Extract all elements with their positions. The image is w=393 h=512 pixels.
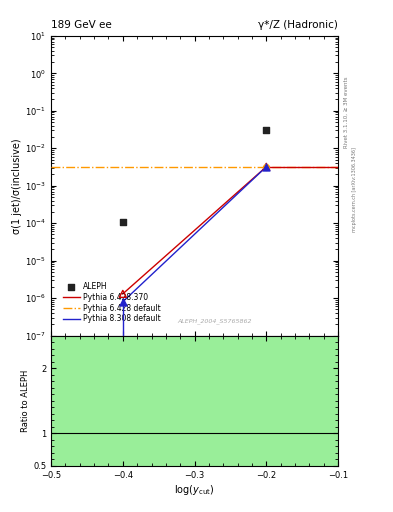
ALEPH (263, 126, 270, 135)
Point (263, 163, 270, 171)
Point (263, 163, 270, 171)
Pythia 6.428.370 (336, 164, 340, 170)
Point (119, 297, 126, 306)
Point (263, 163, 270, 171)
Text: 189 GeV ee: 189 GeV ee (51, 20, 112, 30)
Point (119, 290, 126, 298)
X-axis label: log($y_\mathregular{cut}$): log($y_\mathregular{cut}$) (174, 482, 215, 497)
Text: γ*/Z (Hadronic): γ*/Z (Hadronic) (258, 20, 338, 30)
Y-axis label: Ratio to ALEPH: Ratio to ALEPH (21, 370, 30, 432)
Y-axis label: σ(1 jet)/σ(inclusive): σ(1 jet)/σ(inclusive) (12, 138, 22, 233)
Text: mcplots.cern.ch [arXiv:1306.3436]: mcplots.cern.ch [arXiv:1306.3436] (352, 147, 357, 232)
Text: ALEPH_2004_S5765862: ALEPH_2004_S5765862 (177, 318, 252, 324)
Line: Pythia 8.308 default: Pythia 8.308 default (123, 167, 266, 302)
Legend: ALEPH, Pythia 6.428.370, Pythia 6.428 default, Pythia 8.308 default: ALEPH, Pythia 6.428.370, Pythia 6.428 de… (61, 280, 163, 326)
ALEPH (119, 218, 126, 226)
Text: Rivet 3.1.10, ≥ 3M events: Rivet 3.1.10, ≥ 3M events (344, 77, 349, 148)
Pythia 8.308 default (264, 164, 269, 170)
Pythia 6.428.370 (264, 164, 269, 170)
Pythia 8.308 default (120, 298, 125, 305)
